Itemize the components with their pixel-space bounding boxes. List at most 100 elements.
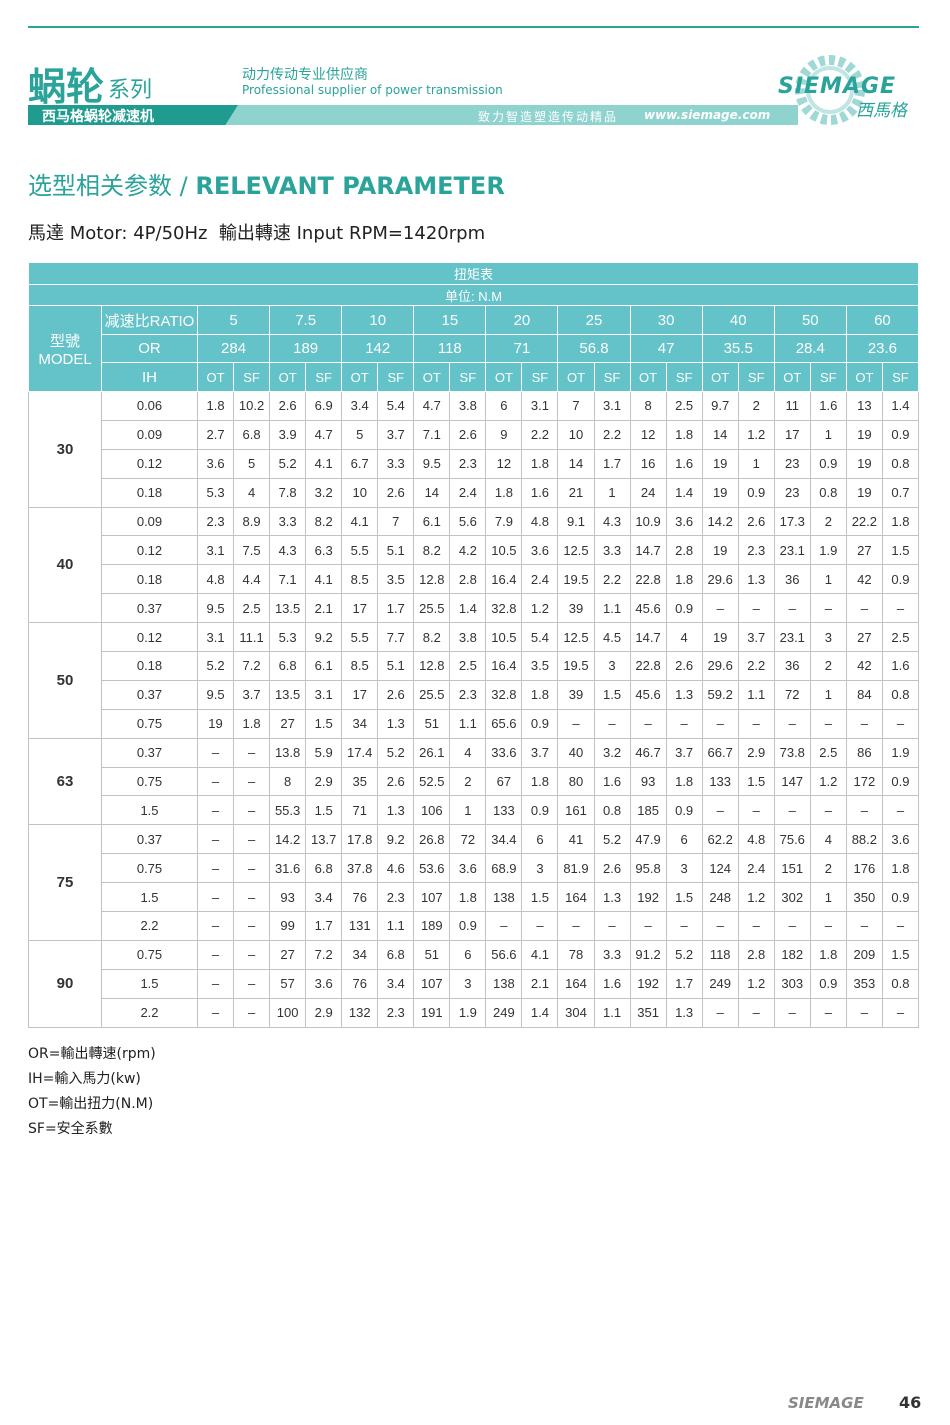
- cell: –: [773, 593, 811, 624]
- cell: 36: [773, 651, 811, 681]
- cell: 1.5: [881, 535, 920, 566]
- cell: 1.8: [809, 939, 847, 970]
- cell: 2.6: [665, 651, 703, 681]
- cell: 1.7: [377, 593, 415, 624]
- cell: 0.9: [881, 882, 920, 913]
- cell: 2.8: [665, 535, 703, 566]
- cell: 1.3: [665, 997, 703, 1028]
- cell: 1: [809, 564, 847, 595]
- or-label: OR: [101, 334, 198, 363]
- cell: 45.6: [629, 593, 667, 624]
- cell: –: [737, 708, 775, 739]
- ih: 0.37: [101, 824, 198, 855]
- logo: SIEMAGE: [778, 74, 897, 99]
- cell: 37.8: [341, 853, 379, 884]
- cell: 5.6: [449, 506, 487, 537]
- sub-header: SF: [737, 362, 775, 392]
- data-row: 30 0.06 1.8 10.2 2.6 6.9 3.4 5.4 4.7 3.8 6 3.1 7 3.1 8…: [28, 391, 920, 508]
- cell: 4.6: [377, 853, 415, 884]
- cell: 56.6: [485, 939, 523, 970]
- cell: 5: [233, 448, 271, 479]
- cell: 19: [845, 477, 883, 508]
- cell: 9.7: [701, 391, 739, 421]
- cell: 23.1: [773, 535, 811, 566]
- data-row: 40 0.09 2.3 8.9 3.3 8.2 4.1 7 6.1 5.6 7.9 4.8 9.1 4.3…: [28, 506, 920, 624]
- cell: 133: [701, 766, 739, 797]
- cell: 12: [629, 419, 667, 450]
- cell: 11: [773, 391, 811, 421]
- cell: 72: [449, 824, 487, 855]
- cell: –: [196, 939, 235, 970]
- cell: 13.5: [269, 593, 307, 624]
- cell: 9.1: [557, 506, 595, 537]
- cell: 8.2: [413, 535, 451, 566]
- ih: 1.5: [101, 968, 198, 999]
- cell: 5.2: [196, 651, 235, 681]
- or-value: 142: [341, 334, 415, 363]
- cell: 1.4: [521, 997, 559, 1028]
- cell: 1.8: [521, 679, 559, 710]
- cell: 0.8: [881, 679, 920, 710]
- cell: 26.8: [413, 824, 451, 855]
- cell: –: [196, 997, 235, 1028]
- cell: 1.5: [665, 882, 703, 913]
- cell: 0.9: [665, 593, 703, 624]
- cell: –: [485, 911, 523, 941]
- cell: 93: [269, 882, 307, 913]
- cell: –: [845, 911, 883, 941]
- cell: 100: [269, 997, 307, 1028]
- cell: 36: [773, 564, 811, 595]
- ih: 2.2: [101, 997, 198, 1028]
- cell: 45.6: [629, 679, 667, 710]
- data-row: 1.5– –57 3.6 76 3.4 107 3 138 2.1 164 1.6 192 1.7 249…: [29, 968, 920, 999]
- cell: 23.1: [773, 622, 811, 653]
- cell: –: [881, 795, 920, 826]
- cell: –: [196, 911, 235, 941]
- cell: –: [665, 708, 703, 739]
- cell: –: [881, 997, 920, 1028]
- brand-series: 系列: [108, 78, 153, 103]
- cell: 10.5: [485, 622, 523, 653]
- ih: 0.75: [101, 766, 198, 797]
- ih: 0.75: [101, 708, 198, 739]
- cell: 2.3: [377, 997, 415, 1028]
- model: 75: [28, 824, 102, 941]
- cell: 1.1: [737, 679, 775, 710]
- cell: 5.3: [196, 477, 235, 508]
- cell: 1.6: [593, 766, 631, 797]
- cell: –: [701, 795, 739, 826]
- cell: 31.6: [269, 853, 307, 884]
- logo-gear: [795, 55, 865, 125]
- cell: –: [737, 911, 775, 941]
- cell: 3: [809, 622, 847, 653]
- cell: 14: [557, 448, 595, 479]
- cell: 6.7: [341, 448, 379, 479]
- data-row: 90 0.75– –27 7.2 34 6.8 51 6 56.6 4.1 78 3.3 91.2 5.2…: [28, 939, 920, 1028]
- ih: 0.12: [101, 622, 198, 653]
- ih: 1.5: [101, 882, 198, 913]
- cell: 6.1: [305, 651, 343, 681]
- cell: 4: [449, 737, 487, 768]
- cell: 189: [413, 911, 451, 941]
- cell: 1.6: [881, 651, 920, 681]
- cell: 1.1: [449, 708, 487, 739]
- cell: –: [845, 997, 883, 1028]
- cell: 3: [449, 968, 487, 999]
- cell: 19.5: [557, 564, 595, 595]
- cell: 3.7: [233, 679, 271, 710]
- ih: 1.5: [101, 795, 198, 826]
- cell: 8: [629, 391, 667, 421]
- cell: 19: [701, 448, 739, 479]
- cell: 4.7: [413, 391, 451, 421]
- cell: 95.8: [629, 853, 667, 884]
- ratio: 7.5: [269, 305, 343, 335]
- cell: 39: [557, 593, 595, 624]
- cell: 10: [557, 419, 595, 450]
- cell: 353: [845, 968, 883, 999]
- ih: 2.2: [101, 911, 198, 941]
- cell: 14.7: [629, 622, 667, 653]
- cell: –: [809, 708, 847, 739]
- cell: 350: [845, 882, 883, 913]
- cell: –: [557, 708, 595, 739]
- cell: –: [737, 593, 775, 624]
